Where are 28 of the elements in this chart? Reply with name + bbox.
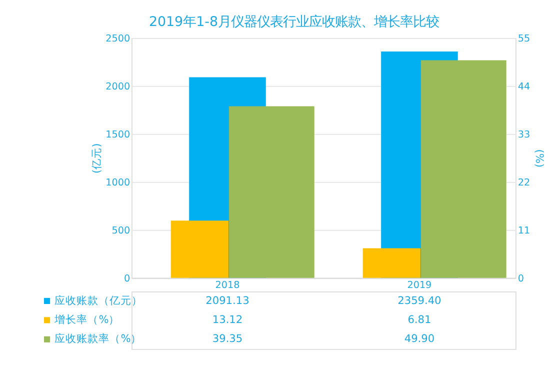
y-tick-label: 500: [112, 225, 130, 236]
x-tick-label: 2019: [407, 280, 432, 292]
x-tick-label: 2018: [215, 280, 240, 292]
data-label: 39.35: [212, 333, 243, 346]
data-label: 13.12: [212, 314, 243, 326]
y2-tick-label: 11: [518, 225, 530, 236]
data-label: 6.81: [408, 314, 432, 326]
chart-title: 2019年1-8月仪器仪表行业应收账款、增长率比较: [148, 14, 440, 30]
y-tick-label: 2000: [106, 81, 130, 92]
y2-axis-title: (%): [532, 149, 545, 168]
y2-tick-label: 33: [518, 129, 530, 140]
data-label: 49.90: [404, 333, 435, 346]
y-tick-label: 2500: [106, 33, 130, 44]
y-tick-label: 1000: [106, 177, 130, 188]
y2-tick-label: 0: [518, 273, 524, 284]
legend-label: 应收账款率（%）: [54, 332, 142, 346]
y-tick-label: 1500: [106, 129, 130, 140]
data-label: 2091.13: [206, 294, 250, 307]
y-tick-label: 0: [124, 273, 130, 284]
y2-tick-label: 55: [518, 33, 530, 44]
bar: [170, 220, 228, 278]
y-axis-title: (亿元): [90, 143, 103, 174]
data-label: 2359.40: [398, 294, 442, 307]
legend-label: 增长率（%）: [54, 313, 120, 326]
y2-tick-label: 22: [518, 177, 530, 188]
legend-label: 应收账款（亿元）: [54, 294, 143, 307]
y2-tick-label: 44: [518, 81, 530, 92]
bar: [362, 248, 420, 278]
